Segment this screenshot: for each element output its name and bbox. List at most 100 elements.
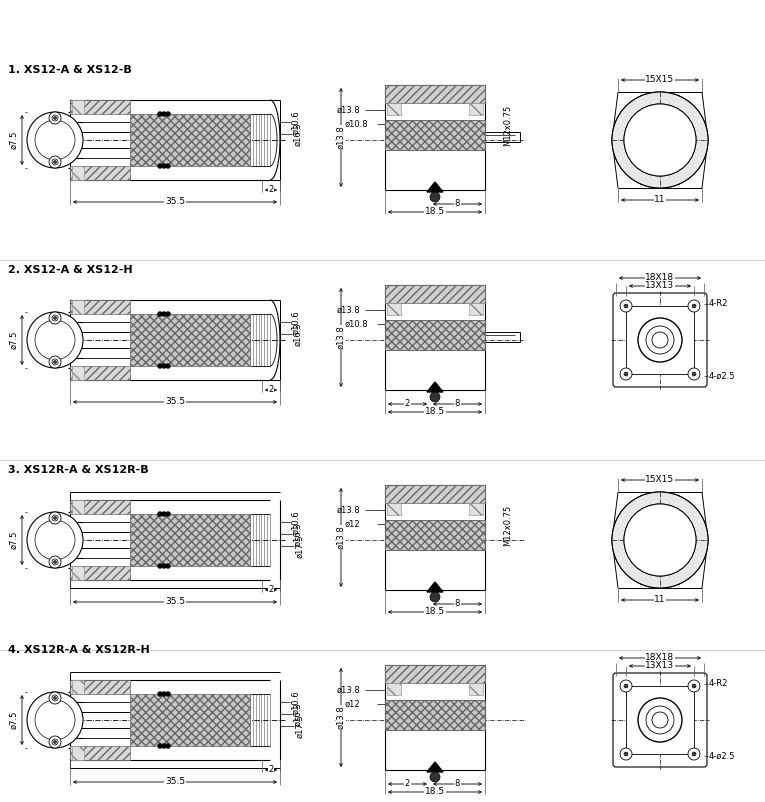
Bar	[130, 514, 250, 566]
Circle shape	[54, 160, 57, 164]
Circle shape	[158, 111, 162, 116]
Circle shape	[52, 695, 58, 701]
Circle shape	[612, 492, 708, 588]
Bar	[469, 683, 483, 695]
Circle shape	[692, 752, 696, 756]
Circle shape	[624, 504, 696, 576]
Text: ø13.8: ø13.8	[337, 706, 346, 729]
Bar	[469, 503, 483, 515]
FancyBboxPatch shape	[613, 293, 707, 387]
Bar	[72, 166, 84, 180]
Text: 35.5: 35.5	[165, 777, 185, 787]
Bar	[70, 100, 130, 114]
Text: ø7.5: ø7.5	[9, 131, 18, 149]
Text: ø17.5: ø17.5	[295, 534, 304, 558]
Circle shape	[158, 564, 162, 569]
Bar	[387, 103, 401, 115]
Circle shape	[688, 680, 700, 692]
Circle shape	[624, 684, 628, 688]
Text: 2: 2	[269, 765, 274, 775]
Circle shape	[35, 120, 75, 160]
Text: 2: 2	[269, 585, 274, 594]
Circle shape	[624, 372, 628, 376]
Text: 15X15: 15X15	[646, 75, 675, 84]
Circle shape	[27, 512, 83, 568]
Circle shape	[161, 564, 167, 569]
Circle shape	[620, 300, 632, 312]
Text: 2: 2	[269, 386, 274, 395]
Circle shape	[688, 300, 700, 312]
Text: 18.5: 18.5	[425, 788, 445, 796]
Text: 4-R2: 4-R2	[709, 679, 728, 688]
Polygon shape	[427, 382, 443, 392]
Circle shape	[638, 698, 682, 742]
Circle shape	[49, 156, 61, 168]
Circle shape	[49, 356, 61, 368]
Text: ø13.8: ø13.8	[337, 525, 346, 549]
Circle shape	[54, 116, 57, 119]
Text: 18X18: 18X18	[646, 654, 675, 662]
Text: ø16.3: ø16.3	[293, 322, 302, 346]
Circle shape	[52, 159, 58, 165]
Text: 18.5: 18.5	[425, 607, 445, 617]
Circle shape	[692, 304, 696, 308]
Circle shape	[49, 736, 61, 748]
Text: ø13.8: ø13.8	[337, 326, 346, 350]
Circle shape	[35, 520, 75, 560]
Bar	[385, 285, 485, 303]
Circle shape	[692, 684, 696, 688]
Circle shape	[52, 359, 58, 365]
Bar	[72, 746, 84, 760]
Text: 4-R2: 4-R2	[709, 299, 728, 309]
Circle shape	[54, 561, 57, 564]
Text: ø13.8: ø13.8	[337, 686, 361, 695]
Bar	[469, 303, 483, 315]
Bar	[385, 700, 485, 730]
Text: 13X13: 13X13	[646, 282, 675, 290]
Circle shape	[620, 368, 632, 380]
Text: ø13.8: ø13.8	[337, 106, 361, 115]
Circle shape	[161, 512, 167, 516]
Text: ø10.8: ø10.8	[345, 319, 369, 329]
Bar	[72, 366, 84, 380]
Circle shape	[652, 332, 668, 348]
Circle shape	[692, 372, 696, 376]
Circle shape	[634, 514, 686, 566]
Circle shape	[54, 696, 57, 699]
Circle shape	[158, 363, 162, 368]
Circle shape	[646, 526, 674, 554]
Bar	[70, 746, 130, 760]
Circle shape	[52, 315, 58, 321]
Bar	[387, 683, 401, 695]
Bar	[385, 120, 485, 150]
Circle shape	[165, 111, 171, 116]
Circle shape	[158, 691, 162, 696]
Circle shape	[688, 368, 700, 380]
Circle shape	[27, 692, 83, 748]
Circle shape	[49, 112, 61, 124]
Text: 18.5: 18.5	[425, 208, 445, 217]
Text: 4-ø2.5: 4-ø2.5	[709, 751, 735, 760]
Circle shape	[612, 92, 708, 188]
Circle shape	[49, 556, 61, 568]
Text: ø10.6: ø10.6	[291, 510, 300, 534]
Circle shape	[27, 312, 83, 368]
Text: 11: 11	[654, 596, 666, 605]
Text: 8: 8	[455, 780, 461, 788]
Circle shape	[158, 743, 162, 748]
Text: ø12: ø12	[345, 699, 360, 708]
Circle shape	[430, 592, 440, 602]
Bar	[72, 680, 84, 694]
Circle shape	[165, 311, 171, 317]
Circle shape	[49, 692, 61, 704]
Text: 35.5: 35.5	[165, 197, 185, 206]
Circle shape	[634, 114, 686, 166]
Text: 8: 8	[455, 200, 461, 209]
Text: 35.5: 35.5	[165, 398, 185, 407]
Bar	[385, 85, 485, 103]
Bar	[130, 114, 250, 166]
Text: 4-ø2.5: 4-ø2.5	[709, 371, 735, 380]
Bar	[385, 485, 485, 503]
Bar	[387, 503, 401, 515]
Circle shape	[624, 304, 628, 308]
